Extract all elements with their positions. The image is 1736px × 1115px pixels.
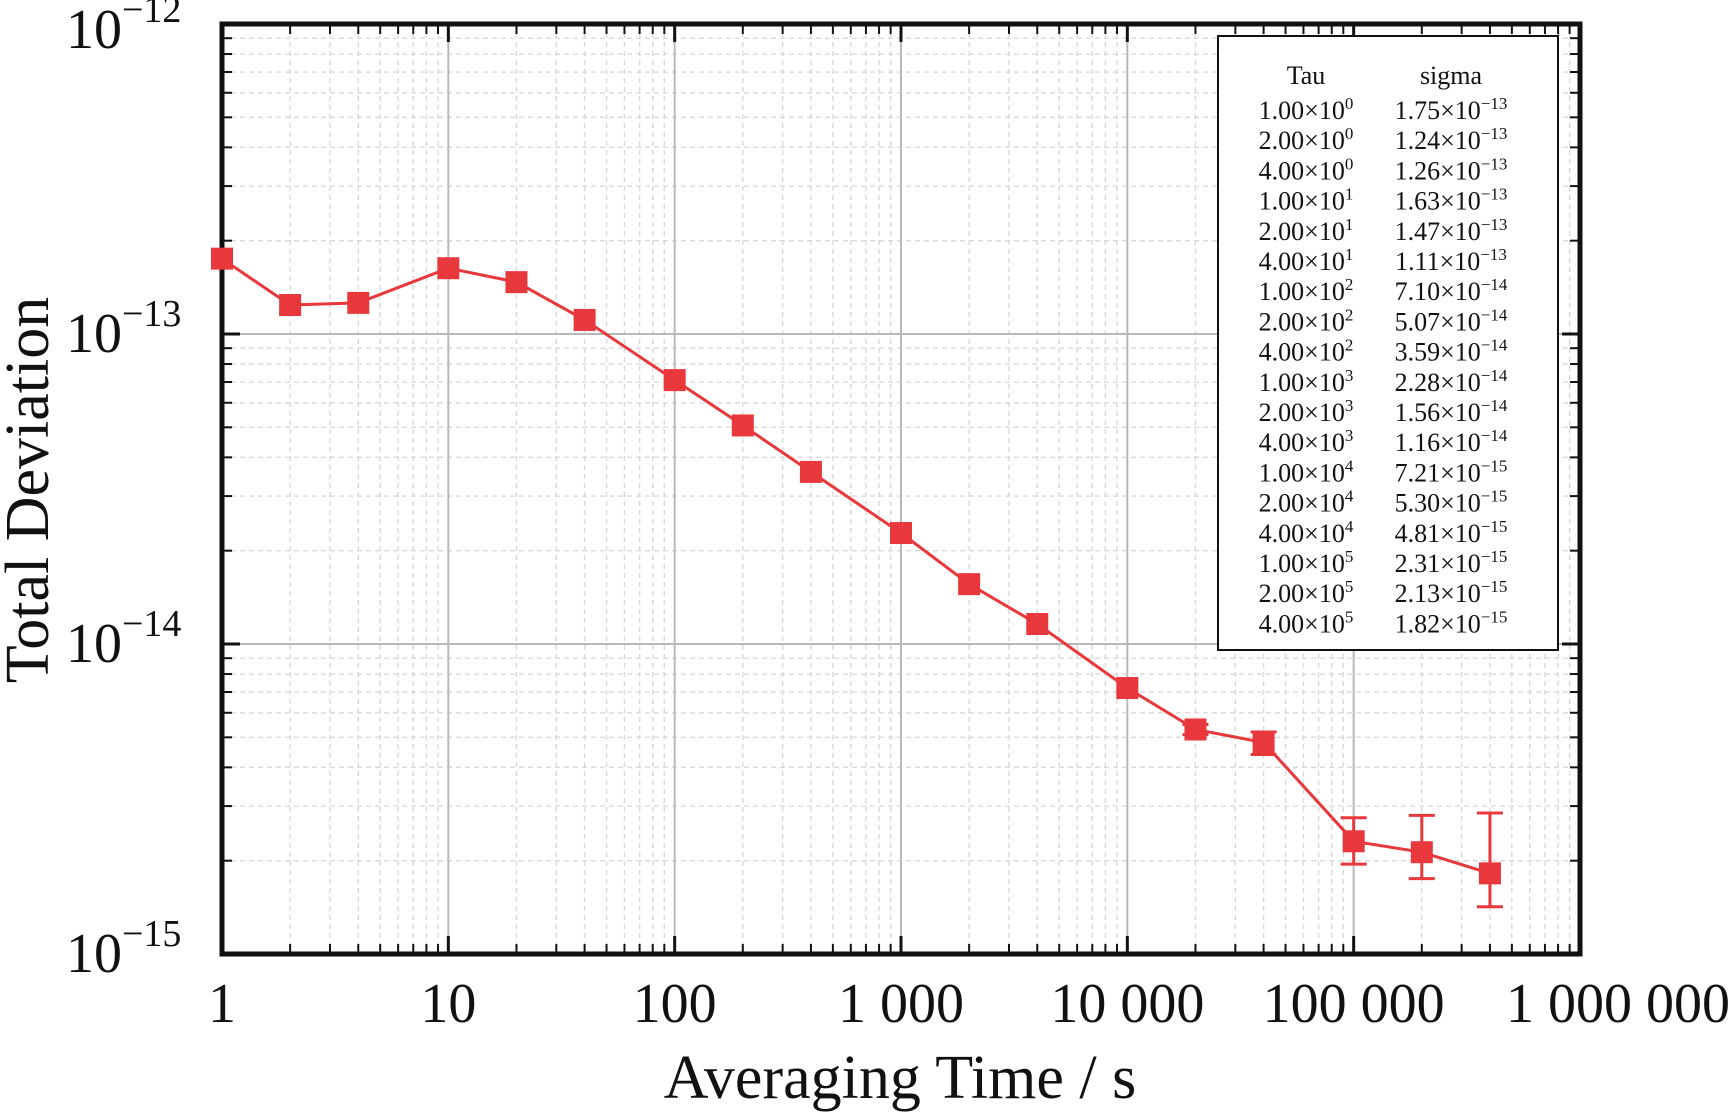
data-point bbox=[1252, 731, 1275, 754]
data-point bbox=[890, 522, 912, 545]
data-point bbox=[437, 257, 460, 280]
legend-cell-sigma: 5.30×10−15 bbox=[1395, 487, 1508, 518]
legend-cell-sigma: 4.81×10−15 bbox=[1395, 517, 1508, 548]
legend-cell-tau: 4.00×105 bbox=[1259, 607, 1354, 638]
y-tick-label: 10−14 bbox=[66, 603, 181, 675]
legend-cell-sigma: 1.26×10−13 bbox=[1395, 154, 1508, 185]
legend-cell-tau: 1.00×102 bbox=[1259, 275, 1354, 306]
legend-cell-tau: 4.00×100 bbox=[1259, 154, 1354, 185]
data-point bbox=[1478, 862, 1501, 885]
legend-cell-sigma: 1.75×10−13 bbox=[1395, 94, 1508, 125]
axis-ticks bbox=[220, 22, 1582, 956]
data-point bbox=[1116, 677, 1139, 700]
legend-table: Tau sigma 1.00×100 1.75×10−13 2.00×100 1.24×1… bbox=[1217, 35, 1559, 651]
data-point bbox=[279, 294, 302, 317]
y-axis-title: Total Deviation bbox=[0, 297, 62, 684]
legend-cell-tau: 1.00×100 bbox=[1259, 94, 1354, 125]
y-tick-labels: 10−15 10−14 10−13 10−12 bbox=[66, 0, 181, 985]
data-point bbox=[799, 460, 822, 483]
data-point bbox=[573, 308, 596, 331]
legend-cell-tau: 2.00×100 bbox=[1259, 124, 1354, 155]
legend-header-tau: Tau bbox=[1287, 61, 1326, 90]
data-point bbox=[663, 369, 686, 392]
legend-header-sigma: sigma bbox=[1420, 61, 1483, 90]
legend-cell-tau: 1.00×104 bbox=[1259, 456, 1354, 487]
data-point bbox=[211, 247, 233, 270]
legend-cell-tau: 2.00×104 bbox=[1259, 487, 1354, 518]
legend-cell-tau: 2.00×105 bbox=[1259, 577, 1354, 608]
legend-cell-sigma: 1.16×10−14 bbox=[1395, 426, 1508, 457]
data-point bbox=[958, 573, 981, 596]
x-tick-label: 10 bbox=[420, 973, 476, 1035]
legend-cell-sigma: 1.11×10−13 bbox=[1395, 245, 1507, 276]
x-tick-label: 100 bbox=[633, 973, 717, 1035]
legend-cell-sigma: 7.21×10−15 bbox=[1395, 456, 1508, 487]
y-tick-label: 10−15 bbox=[66, 913, 181, 985]
x-tick-label: 1 bbox=[208, 973, 236, 1035]
legend-cell-sigma: 2.13×10−15 bbox=[1395, 577, 1508, 608]
legend-cell-tau: 4.00×101 bbox=[1259, 245, 1354, 276]
data-point bbox=[1342, 830, 1365, 853]
series-layer bbox=[211, 247, 1503, 909]
legend-box bbox=[1217, 35, 1559, 651]
legend-cell-sigma: 2.28×10−14 bbox=[1395, 366, 1508, 397]
legend-cell-tau: 1.00×101 bbox=[1259, 185, 1354, 216]
legend-cell-sigma: 2.31×10−15 bbox=[1395, 547, 1508, 578]
x-tick-label: 10 000 bbox=[1050, 973, 1204, 1035]
x-tick-label: 1 000 bbox=[838, 973, 964, 1035]
series-line bbox=[221, 257, 1491, 875]
data-point bbox=[505, 271, 528, 294]
x-axis-title: Averaging Time / s bbox=[664, 1044, 1136, 1112]
y-tick-label: 10−12 bbox=[66, 0, 181, 61]
legend-cell-tau: 4.00×103 bbox=[1259, 426, 1354, 457]
data-point bbox=[347, 291, 370, 314]
legend-cell-sigma: 1.24×10−13 bbox=[1395, 124, 1508, 155]
legend-cell-sigma: 1.82×10−15 bbox=[1395, 607, 1508, 638]
data-point bbox=[1026, 613, 1049, 636]
legend-cell-tau: 4.00×102 bbox=[1259, 336, 1354, 367]
data-point bbox=[1410, 841, 1433, 864]
legend-cell-sigma: 1.63×10−13 bbox=[1395, 185, 1508, 216]
legend-cell-sigma: 1.56×10−14 bbox=[1395, 396, 1508, 427]
legend-cell-tau: 2.00×102 bbox=[1259, 305, 1354, 336]
legend-cell-tau: 2.00×101 bbox=[1259, 215, 1354, 246]
legend-cell-tau: 4.00×104 bbox=[1259, 517, 1354, 548]
legend-cell-tau: 1.00×103 bbox=[1259, 366, 1354, 397]
legend-cell-sigma: 5.07×10−14 bbox=[1395, 305, 1508, 336]
legend-cell-tau: 1.00×105 bbox=[1259, 547, 1354, 578]
data-point bbox=[1184, 718, 1207, 741]
x-tick-label: 100 000 bbox=[1263, 973, 1445, 1035]
data-point bbox=[731, 414, 754, 437]
legend-cell-tau: 2.00×103 bbox=[1259, 396, 1354, 427]
legend-cell-sigma: 1.47×10−13 bbox=[1395, 215, 1508, 246]
legend-cell-sigma: 7.10×10−14 bbox=[1395, 275, 1508, 306]
y-tick-label: 10−13 bbox=[66, 293, 181, 365]
x-tick-label: 1 000 000 bbox=[1506, 973, 1730, 1035]
legend-cell-sigma: 3.59×10−14 bbox=[1395, 336, 1508, 367]
x-tick-labels: 1 10 100 1 000 10 000 100 000 1 000 000 bbox=[208, 973, 1730, 1035]
